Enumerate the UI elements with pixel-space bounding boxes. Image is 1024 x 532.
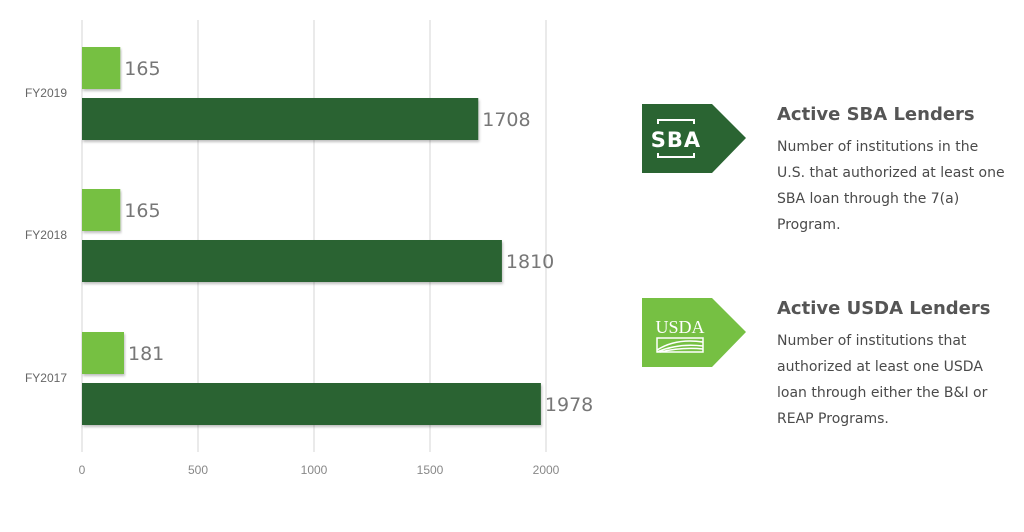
data-label-usda-fy2018: 165 [124,200,160,222]
x-tick-label-3: 1500 [417,463,444,477]
category-label-fy2019: FY2019 [25,86,67,100]
data-label-usda-fy2017: 181 [128,343,164,365]
legend-usda: USDA Active USDA Lenders Number of insti… [642,298,1012,438]
sba-logo-icon: SBA [642,104,746,173]
legend-sba-description: Number of institutions in the U.S. that … [777,139,1005,233]
bar-sba-fy2018 [82,240,502,282]
category-label-fy2017: FY2017 [25,371,67,385]
bar-sba-fy2017 [82,383,541,425]
x-tick-label-1: 500 [188,463,208,477]
legend-usda-title: Active USDA Lenders [777,298,991,319]
legend-usda-description: Number of institutions that authorized a… [777,333,988,427]
legend-sba-title: Active SBA Lenders [777,104,975,125]
data-label-sba-fy2018: 1810 [506,251,554,273]
sba-badge-text: SBA [651,128,701,152]
bar-chart: 05001000150020002500FY20191651708FY20181… [25,20,593,477]
bar-usda-fy2019 [82,47,121,89]
data-label-sba-fy2017: 1978 [545,394,593,416]
category-label-fy2018: FY2018 [25,228,67,242]
usda-logo-icon: USDA [642,298,746,367]
legend-sba: SBA Active SBA Lenders Number of institu… [642,104,1012,244]
bar-usda-fy2018 [82,189,121,231]
usda-badge-text: USDA [655,317,704,337]
bar-usda-fy2017 [82,332,124,374]
x-tick-label-4: 2000 [533,463,560,477]
bar-sba-fy2019 [82,98,479,140]
x-tick-label-0: 0 [79,463,86,477]
x-tick-label-2: 1000 [301,463,328,477]
data-label-sba-fy2019: 1708 [482,109,530,131]
data-label-usda-fy2019: 165 [124,58,160,80]
